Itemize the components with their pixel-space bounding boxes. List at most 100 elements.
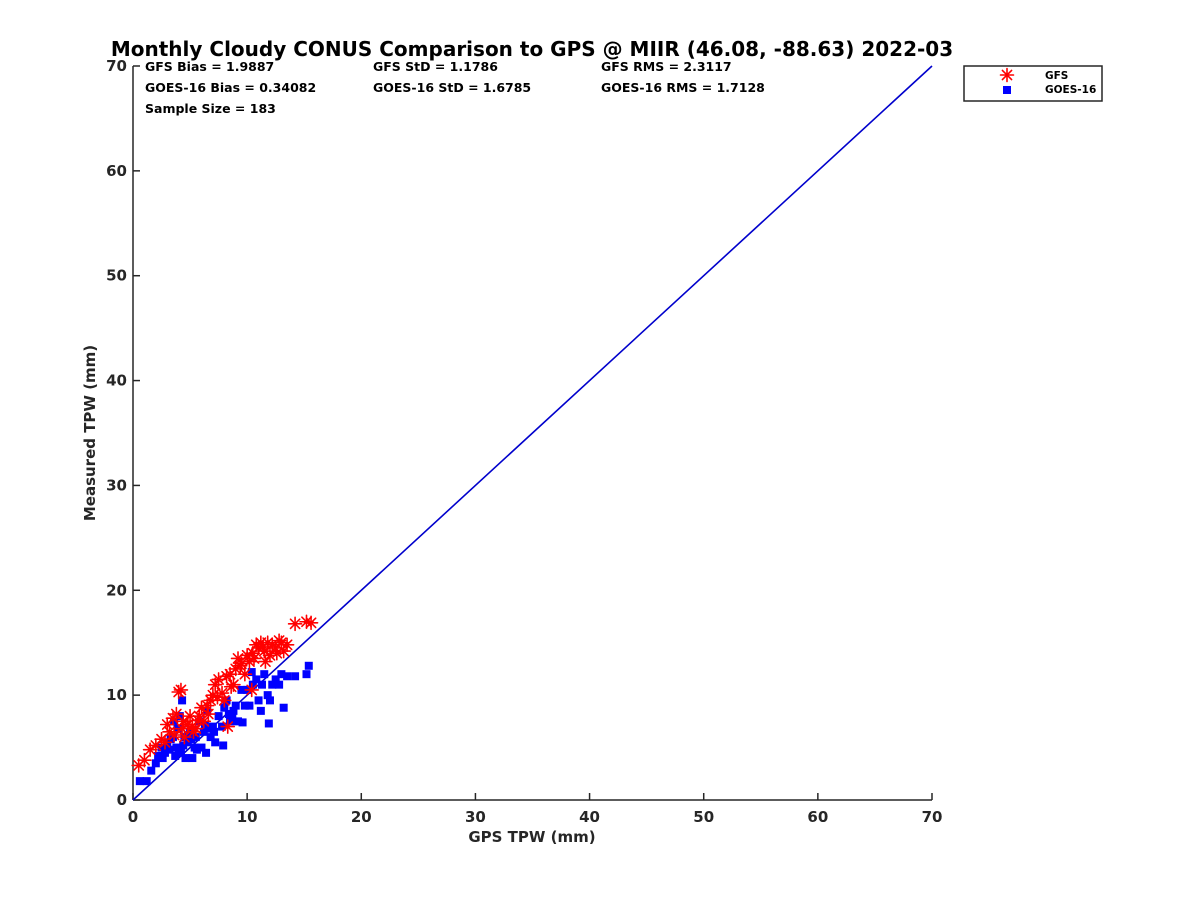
goes16-point (224, 710, 233, 719)
x-tick-label: 60 (807, 808, 828, 826)
goes16-point (234, 717, 243, 726)
goes16-point (210, 727, 219, 736)
goes16-point (277, 670, 286, 679)
legend: GFS GOES-16 (963, 65, 1103, 102)
gfs-point (211, 672, 226, 687)
y-tick-label: 50 (106, 267, 127, 285)
goes16-point (268, 680, 277, 689)
y-axis-label: Measured TPW (mm) (81, 345, 99, 521)
x-tick-label: 30 (465, 808, 486, 826)
goes16-point (160, 748, 169, 757)
goes16-point (178, 696, 187, 705)
y-tick-label: 60 (106, 162, 127, 180)
chart-title: Monthly Cloudy CONUS Comparison to GPS @… (111, 37, 953, 61)
goes16-point (176, 747, 185, 756)
goes16-point (283, 672, 292, 681)
goes16-point (197, 743, 206, 752)
legend-goes16-label: GOES-16 (1045, 84, 1096, 96)
stats-block: GFS Bias = 1.9887 GFS StD = 1.1786 GFS R… (145, 59, 765, 116)
x-axis-label: GPS TPW (mm) (468, 828, 595, 846)
goes16-point (171, 751, 180, 760)
gfs-point (137, 752, 152, 768)
goes16-point (247, 668, 256, 677)
goes16-point (170, 717, 179, 726)
gfs-point (131, 758, 147, 773)
gfs-point (166, 727, 182, 743)
goes16-point (188, 754, 197, 763)
x-tick-label: 20 (351, 808, 372, 826)
goes16-point (154, 751, 163, 760)
gfs-bias-stat: GFS Bias = 1.9887 (145, 59, 274, 74)
goes16-point (291, 672, 300, 681)
goes16-point (184, 730, 193, 739)
goes16-point (158, 754, 167, 763)
goes16-point (256, 706, 265, 715)
goes16-point (257, 680, 266, 689)
goes16-point (264, 719, 273, 728)
goes16-point (220, 703, 229, 712)
goes16-point (179, 741, 188, 750)
gfs-point (258, 654, 273, 669)
goes16-point (219, 741, 228, 750)
goes16-point (231, 701, 240, 710)
gfs-point (279, 637, 295, 653)
goes16-point (265, 696, 274, 705)
gfs-point (223, 679, 239, 695)
gfs-point (269, 645, 285, 661)
goes16-point (147, 766, 156, 775)
legend-goes16-marker (1003, 86, 1011, 94)
goes16-bias-stat: GOES-16 Bias = 0.34082 (145, 80, 316, 95)
gfs-point (246, 651, 262, 666)
goes16-point (206, 733, 215, 742)
gfs-point (173, 682, 189, 698)
gfs-std-stat: GFS StD = 1.1786 (373, 59, 498, 74)
goes16-point (211, 738, 220, 747)
goes16-point (200, 720, 209, 729)
legend-gfs-asterisk (999, 67, 1015, 83)
gfs-point (186, 724, 201, 740)
goes16-point (229, 706, 238, 715)
goes16-point (135, 777, 144, 786)
goes16-point (237, 685, 246, 694)
goes16-point (263, 691, 272, 700)
gfs-point (255, 639, 271, 655)
gfs-point (210, 689, 225, 705)
goes16-point (192, 745, 201, 754)
goes16-point (248, 680, 257, 689)
goes16-point (157, 743, 166, 752)
goes16-point (238, 718, 247, 727)
goes16-point (199, 727, 208, 736)
gfs-point (244, 682, 260, 698)
goes16-point (279, 703, 288, 712)
sample-size-stat: Sample Size = 183 (145, 101, 276, 116)
y-tick-label: 30 (106, 476, 127, 494)
goes16-point (302, 670, 311, 679)
goes16-point (181, 754, 190, 763)
goes16-point (187, 735, 196, 744)
gfs-point (220, 719, 236, 734)
x-tick-label: 40 (579, 808, 600, 826)
goes16-point (275, 680, 284, 689)
y-ticks: 0 10 20 30 40 50 60 70 (106, 57, 140, 809)
gfs-rms-stat: GFS RMS = 2.3117 (601, 59, 732, 74)
gfs-point (190, 713, 206, 728)
gfs-point (232, 658, 248, 674)
gfs-point (174, 721, 190, 736)
goes16-point (254, 696, 263, 705)
legend-box (963, 65, 1103, 102)
gfs-point (303, 615, 319, 631)
goes16-point (175, 712, 184, 721)
goes16-point (165, 745, 174, 754)
goes16-point (252, 675, 261, 684)
goes16-std-stat: GOES-16 StD = 1.6785 (373, 80, 531, 95)
x-tick-label: 70 (922, 808, 943, 826)
y-tick-label: 40 (106, 372, 127, 390)
gfs-point (287, 616, 303, 632)
plot-area: 0 10 20 30 40 50 60 70 0 10 20 30 40 50 60 70 (106, 57, 942, 826)
goes16-point (214, 712, 223, 721)
goes16-point (191, 733, 200, 742)
goes16-rms-stat: GOES-16 RMS = 1.7128 (601, 80, 765, 95)
goes16-point (202, 748, 211, 757)
goes16-point (304, 661, 313, 670)
